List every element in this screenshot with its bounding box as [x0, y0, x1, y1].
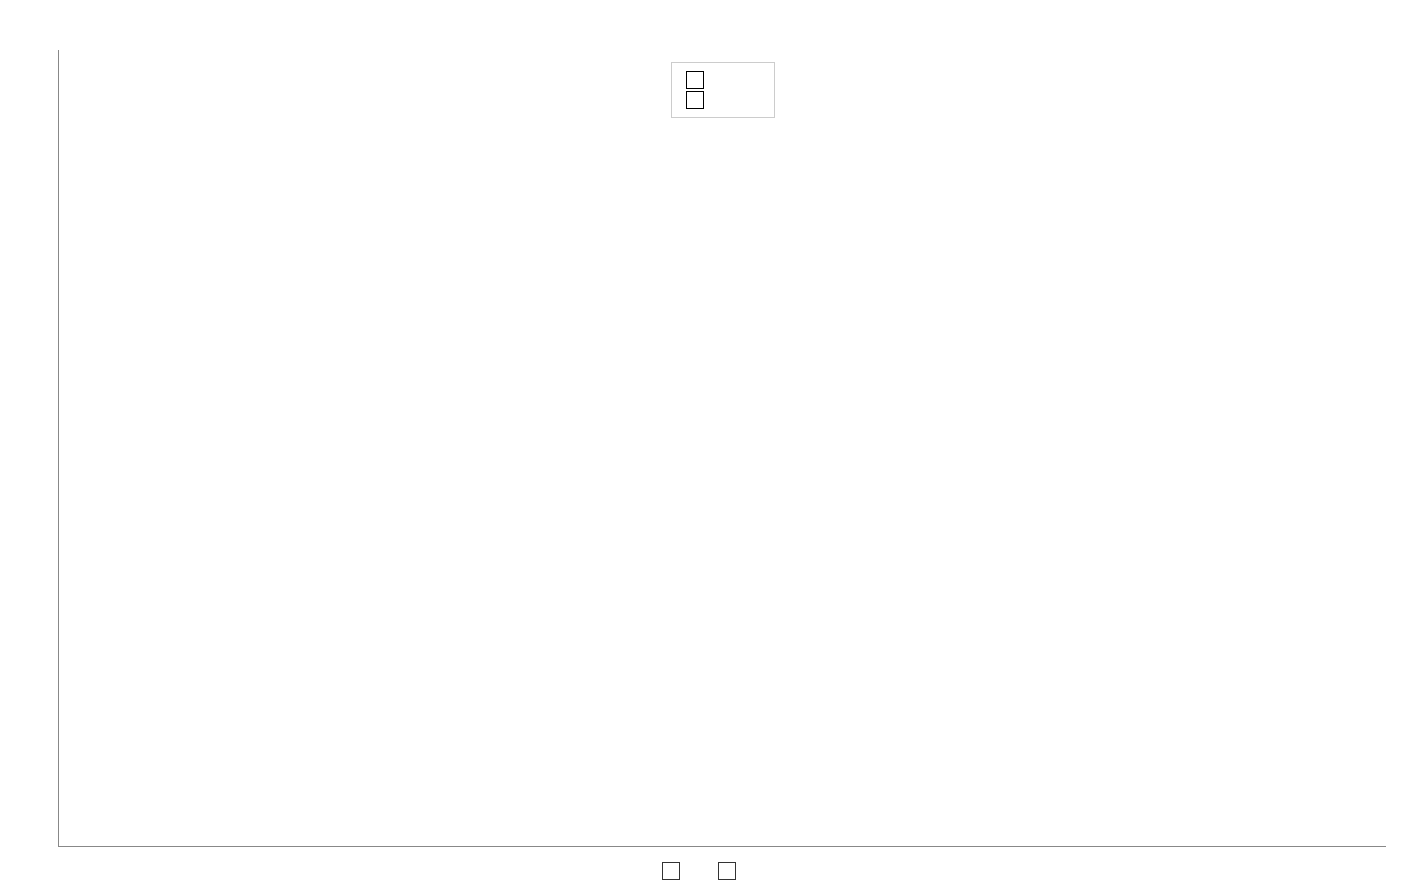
legend-correlation [671, 62, 775, 118]
swatch-armenia [686, 71, 704, 89]
swatch-spanish [686, 91, 704, 109]
plot-area [58, 50, 1386, 847]
legend-item-spanish [718, 862, 744, 880]
legend-item-armenia [662, 862, 688, 880]
legend-series [662, 862, 744, 880]
chart-container [48, 50, 1386, 847]
swatch-armenia [662, 862, 680, 880]
legend-row-spanish [686, 91, 760, 109]
trend-lines [59, 50, 359, 200]
legend-row-armenia [686, 71, 760, 89]
swatch-spanish [718, 862, 736, 880]
